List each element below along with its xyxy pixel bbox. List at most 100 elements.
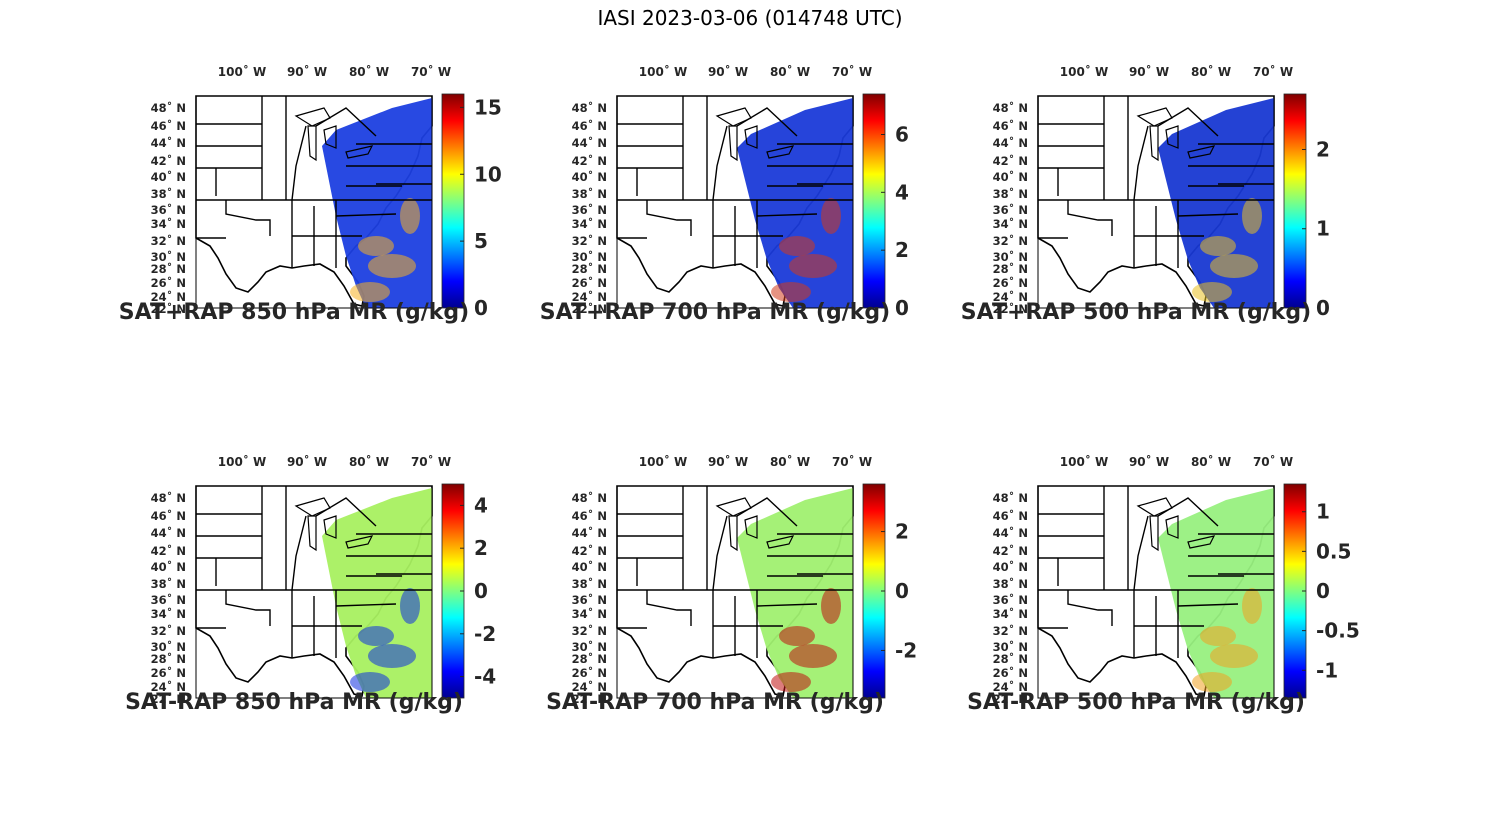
- lat-tick-label: 30˚ N: [572, 249, 607, 264]
- colorbar-tick-label: 0: [895, 579, 909, 603]
- lat-tick-label: 44˚ N: [993, 135, 1028, 150]
- panel-title: SAT+RAP 500 hPa MR (g/kg): [960, 300, 1312, 325]
- colorbar-tick-label: 15: [474, 95, 502, 119]
- state-border: [756, 213, 818, 217]
- retrieval-anomaly: [358, 626, 394, 646]
- map-area: [1037, 485, 1275, 699]
- lat-tick-label: 30˚ N: [151, 639, 186, 654]
- colorbar-tick-label: 2: [895, 520, 909, 544]
- great-lake: [715, 497, 752, 517]
- map-panel-svg: 100˚ W 90˚ W 80˚ W 70˚ W 48˚ N 46˚ N 44˚ N 42˚ …: [151, 64, 502, 320]
- lat-tick-label: 34˚ N: [993, 606, 1028, 621]
- lat-tick-label: 26˚ N: [151, 665, 186, 680]
- lat-tick-label: 34˚ N: [993, 216, 1028, 231]
- lat-tick-label: 48˚ N: [993, 490, 1028, 505]
- panel-title: SAT+RAP 850 hPa MR (g/kg): [118, 300, 470, 325]
- lat-tick-label: 24˚ N: [572, 679, 607, 694]
- map-frame: [1037, 95, 1275, 309]
- panel-title: SAT-RAP 700 hPa MR (g/kg): [546, 690, 884, 715]
- lon-tick-label: 100˚ W: [1060, 64, 1108, 79]
- colorbar-tick-label: 0: [895, 296, 909, 320]
- lon-tick-label: 70˚ W: [411, 454, 451, 469]
- lon-tick-label: 90˚ W: [1129, 454, 1169, 469]
- colorbar-tick-label: 0: [1316, 579, 1330, 603]
- lon-tick-label: 100˚ W: [1060, 454, 1108, 469]
- lat-tick-label: 22˚ N: [572, 301, 607, 316]
- lat-tick-label: 42˚ N: [572, 153, 607, 168]
- state-border: [225, 200, 271, 236]
- lon-tick-label: 70˚ W: [832, 454, 872, 469]
- map-frame: [616, 485, 854, 699]
- retrieval-anomaly: [1200, 236, 1236, 256]
- state-border: [1067, 590, 1113, 626]
- lat-tick-label: 36˚ N: [572, 592, 607, 607]
- retrieval-anomaly: [350, 282, 390, 302]
- lat-tick-label: 22˚ N: [151, 691, 186, 706]
- map-area: [616, 485, 854, 699]
- retrieval-anomaly: [1192, 672, 1232, 692]
- lat-tick-label: 32˚ N: [151, 233, 186, 248]
- lat-tick-label: 42˚ N: [572, 543, 607, 558]
- colorbar-tick-label: 2: [895, 238, 909, 262]
- lon-tick-label: 90˚ W: [708, 454, 748, 469]
- lat-tick-label: 38˚ N: [572, 186, 607, 201]
- retrieval-anomaly: [350, 672, 390, 692]
- retrieval-swath: [322, 98, 432, 308]
- retrieval-anomaly: [1210, 644, 1258, 668]
- lat-tick-label: 32˚ N: [572, 233, 607, 248]
- panel-sat-plus-rap-500: 100˚ W 90˚ W 80˚ W 70˚ W 48˚ N 46˚ N 44˚ N 42˚ …: [961, 60, 1330, 340]
- lat-tick-label: 40˚ N: [572, 559, 607, 574]
- lat-tick-label: 24˚ N: [151, 679, 186, 694]
- colorbar: [1283, 93, 1307, 309]
- lat-tick-label: 24˚ N: [993, 289, 1028, 304]
- great-lake: [1187, 145, 1216, 159]
- lat-tick-label: 22˚ N: [151, 301, 186, 316]
- great-lake: [1187, 535, 1216, 549]
- great-lake: [323, 515, 337, 539]
- panel-title: SAT-RAP 500 hPa MR (g/kg): [967, 690, 1305, 715]
- great-lake: [345, 535, 374, 549]
- retrieval-anomaly: [1242, 588, 1262, 624]
- colorbar-tick-label: 0: [1316, 296, 1330, 320]
- lon-tick-label: 80˚ W: [349, 64, 389, 79]
- lat-tick-label: 38˚ N: [993, 576, 1028, 591]
- lat-tick-label: 38˚ N: [993, 186, 1028, 201]
- lat-tick-label: 28˚ N: [151, 261, 186, 276]
- lat-tick-label: 38˚ N: [572, 576, 607, 591]
- lat-tick-label: 46˚ N: [993, 508, 1028, 523]
- lat-tick-label: 22˚ N: [572, 691, 607, 706]
- lat-tick-label: 46˚ N: [151, 118, 186, 133]
- lat-tick-label: 26˚ N: [572, 665, 607, 680]
- great-lake: [728, 125, 738, 162]
- great-lake: [766, 535, 795, 549]
- lat-tick-label: 26˚ N: [993, 665, 1028, 680]
- retrieval-anomaly: [1192, 282, 1232, 302]
- lat-tick-label: 44˚ N: [572, 525, 607, 540]
- map-area: [195, 95, 433, 309]
- panel-sat-minus-rap-850: 100˚ W 90˚ W 80˚ W 70˚ W 48˚ N 46˚ N 44˚ N 42˚ …: [124, 450, 496, 730]
- panel-title: SAT-RAP 850 hPa MR (g/kg): [125, 690, 463, 715]
- state-border: [712, 515, 728, 591]
- lat-tick-label: 34˚ N: [572, 606, 607, 621]
- retrieval-anomaly: [400, 198, 420, 234]
- lat-tick-label: 26˚ N: [151, 275, 186, 290]
- state-border: [712, 125, 728, 201]
- lat-tick-label: 34˚ N: [151, 606, 186, 621]
- great-lake: [307, 125, 317, 162]
- great-lake: [1136, 107, 1173, 127]
- lon-tick-label: 80˚ W: [1191, 64, 1231, 79]
- panel-sat-plus-rap-850: 100˚ W 90˚ W 80˚ W 70˚ W 48˚ N 46˚ N 44˚ N 42˚ …: [119, 60, 502, 340]
- retrieval-anomaly: [1210, 254, 1258, 278]
- lat-tick-label: 32˚ N: [151, 623, 186, 638]
- colorbar-tick-label: -2: [474, 622, 496, 646]
- retrieval-anomaly: [821, 588, 841, 624]
- map-panel-svg: 100˚ W 90˚ W 80˚ W 70˚ W 48˚ N 46˚ N 44˚ N 42˚ …: [572, 64, 909, 320]
- state-border: [1177, 603, 1239, 607]
- lat-tick-label: 38˚ N: [151, 186, 186, 201]
- map-area: [1037, 95, 1275, 309]
- great-lake: [345, 145, 374, 159]
- map-panel-svg: 100˚ W 90˚ W 80˚ W 70˚ W 48˚ N 46˚ N 44˚ N 42˚ …: [572, 454, 918, 706]
- state-border: [291, 125, 307, 201]
- colorbar-tick-label: 4: [474, 493, 488, 517]
- lat-tick-label: 44˚ N: [151, 135, 186, 150]
